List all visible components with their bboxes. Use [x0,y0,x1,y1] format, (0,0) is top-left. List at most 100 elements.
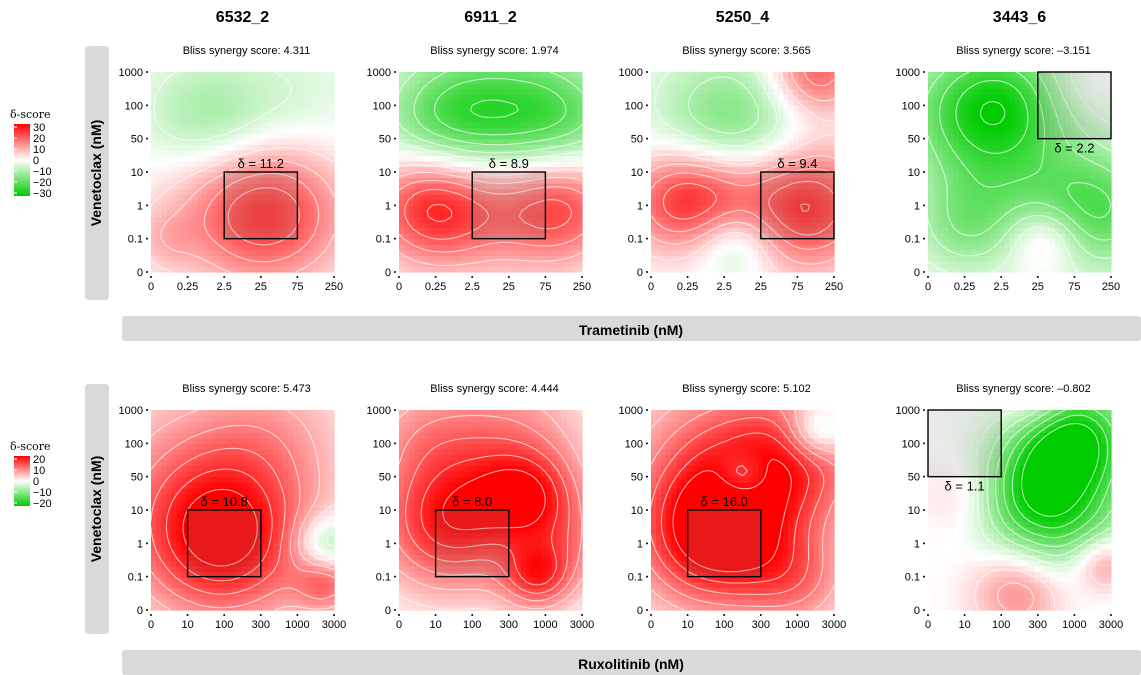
heatmap-cell [429,210,436,218]
heatmap-cell [958,138,965,145]
heatmap-cell [313,233,320,240]
heatmap-cell [399,227,405,234]
heatmap-cell [409,88,415,95]
heatmap-cell [747,260,754,268]
heatmap-cell [318,160,325,168]
heatmap-cell [531,260,537,268]
heatmap-cell [661,222,667,229]
heatmap-cell [510,205,517,212]
heatmap-cell [278,205,284,212]
heatmap-cell [439,94,446,101]
heatmap-cell [465,233,471,240]
heatmap-cell [696,127,703,134]
heatmap-cell [267,144,274,151]
heatmap-cell [737,110,744,118]
heatmap-cell [701,72,708,79]
heatmap-cell [490,144,497,151]
heatmap-cell [161,199,167,206]
heatmap-cell [308,216,315,223]
heatmap-cell [828,260,835,268]
heatmap-cell [495,122,502,129]
heatmap-cell [696,255,703,262]
heatmap-cell [176,88,183,95]
heatmap-cell [762,116,769,123]
heatmap-cell [399,144,405,151]
heatmap-cell [696,227,703,234]
heatmap-cell [1014,172,1021,179]
heatmap-cell [1085,238,1092,245]
heatmap-cell [696,233,703,240]
heatmap-cell [767,210,774,218]
heatmap-cell [551,194,558,201]
heatmap-cell [989,172,995,179]
heatmap-cell [191,155,198,162]
heatmap-cell [1090,244,1097,251]
x-tick-label: 0 [396,281,402,293]
heatmap-cell [181,72,188,79]
heatmap-cell [308,160,315,168]
heatmap-cell [994,116,1000,123]
heatmap-cell [651,233,657,240]
heatmap-cell [500,233,507,240]
heatmap-cell [551,72,558,79]
heatmap-cell [278,138,284,145]
heatmap-cell [521,166,527,173]
heatmap-cell [217,133,223,140]
heatmap-cell [933,183,939,190]
heatmap-cell [989,116,995,123]
heatmap-cell [181,238,188,245]
heatmap-cell [958,155,965,162]
heatmap-cell [928,199,934,206]
heatmap-cell [783,99,789,106]
heatmap-cell [252,194,259,201]
heatmap-cell [262,149,269,156]
y-tick-mark [146,104,148,107]
heatmap-cell [505,249,512,256]
heatmap-cell [156,72,162,79]
heatmap-cell [212,199,218,206]
heatmap-cell [206,72,213,79]
heatmap-cell [778,233,784,240]
heatmap-cell [778,266,784,273]
heatmap-cell [419,144,426,151]
heatmap-cell [1055,266,1061,273]
heatmap-cell [773,138,779,145]
heatmap-cell [434,210,441,218]
heatmap-cell [206,105,213,112]
heatmap-cell [706,160,713,168]
heatmap-cell [500,210,507,218]
heatmap-cell [470,233,476,240]
heatmap-cell [933,244,939,251]
heatmap-cell [308,194,315,201]
heatmap-cell [566,127,573,134]
heatmap-cell [156,94,162,101]
heatmap-cell [171,149,178,156]
heatmap-cell [323,110,330,118]
heatmap-cell [470,177,476,184]
heatmap-cell [156,205,162,212]
heatmap-cell [242,199,249,206]
heatmap-cell [212,210,218,218]
heatmap-cell [828,138,835,145]
heatmap-cell [676,266,683,273]
heatmap-cell [156,266,162,273]
heatmap-cell [732,194,739,201]
heatmap-cell [475,266,481,273]
heatmap-cell [237,194,244,201]
heatmap-cell [449,194,456,201]
heatmap-cell [419,94,426,101]
heatmap-cell [521,149,527,156]
bliss-score-subtitle: Bliss synergy score: 1.974 [430,45,558,57]
x-tick-mark [471,276,474,278]
heatmap-cell [222,188,228,195]
heatmap-cell [151,249,157,256]
heatmap-cell [933,172,939,179]
heatmap-cell [656,238,662,245]
heatmap-cell [424,166,431,173]
heatmap-cell [681,94,688,101]
heatmap-cell [727,149,733,156]
heatmap-cell [196,116,203,123]
heatmap-cell [303,116,310,123]
heatmap-cell [444,149,451,156]
x-tick-label: 0.25 [677,281,698,293]
